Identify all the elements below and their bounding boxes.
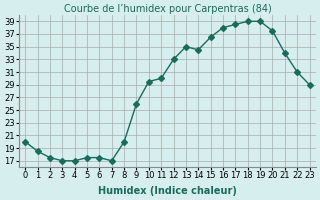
Title: Courbe de l’humidex pour Carpentras (84): Courbe de l’humidex pour Carpentras (84) [63,4,271,14]
X-axis label: Humidex (Indice chaleur): Humidex (Indice chaleur) [98,186,237,196]
